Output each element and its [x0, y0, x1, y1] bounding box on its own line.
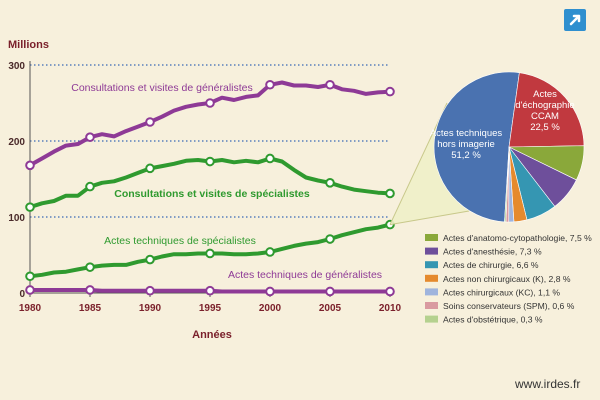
data-point [145, 285, 155, 296]
data-point [145, 117, 155, 127]
pie-inner-label-line: d'échographie [515, 100, 574, 111]
expand-button[interactable] [564, 9, 586, 31]
data-point [385, 86, 395, 97]
legend-label: Actes de chirurgie, 6,6 % [443, 260, 539, 270]
data-point [265, 286, 275, 297]
data-point [205, 156, 215, 167]
y-tick-label: 200 [8, 137, 25, 148]
data-point [145, 254, 155, 265]
legend-label: Actes d'anatomo-cytopathologie, 7,5 % [443, 233, 592, 243]
legend-swatch [425, 274, 438, 282]
legend-swatch [425, 261, 438, 269]
legend-label: Actes d'obstétrique, 0,3 % [443, 315, 543, 325]
data-point [325, 79, 335, 90]
callout-edge [389, 210, 470, 226]
data-point [265, 247, 275, 257]
x-tick-label: 1995 [199, 303, 222, 314]
data-point [265, 79, 275, 90]
data-point [205, 285, 215, 296]
pie-inner-label-line: CCAM [531, 111, 559, 122]
series-label: Consultations et visites de spécialistes [114, 188, 310, 200]
legend-swatch [425, 234, 438, 241]
pie-inner-label-line: 22,5 % [530, 122, 560, 133]
pie-inner-label-line: hors imagerie [437, 139, 495, 150]
series-label: Actes techniques de généralistes [228, 269, 382, 281]
data-point [385, 188, 395, 199]
x-tick-label: 1990 [139, 303, 162, 314]
legend-label: Actes d'anesthésie, 7,3 % [443, 247, 542, 257]
source-url[interactable]: www.irdes.fr [515, 377, 581, 391]
pie-slice [433, 71, 520, 223]
data-point [85, 262, 95, 272]
pie-inner-label: Actes techniques hors imagerie 51,2 % [430, 128, 503, 161]
data-point [85, 181, 95, 192]
x-tick-label: 2000 [259, 303, 282, 314]
series-label: Actes techniques de spécialistes [104, 235, 256, 247]
data-point [85, 285, 95, 295]
pie-inner-label-line: 51,2 % [451, 150, 481, 161]
y-axis-label: Millions [8, 39, 49, 51]
pie-inner-label-line: Actes [533, 89, 557, 100]
legend-swatch [425, 302, 438, 309]
data-point [25, 285, 35, 295]
x-axis-label: Années [192, 329, 232, 341]
y-tick-label: 100 [8, 213, 25, 224]
x-tick-label: 2010 [379, 303, 402, 314]
legend-label: Actes chirurgicaux (KC), 1,1 % [443, 287, 560, 297]
data-point [325, 286, 335, 297]
pie-inner-label-line: Actes techniques [430, 128, 503, 139]
series-label: Consultations et visites de généralistes [71, 82, 253, 94]
legend-swatch [425, 247, 438, 255]
legend-swatch [425, 315, 438, 323]
y-tick-label: 300 [8, 61, 25, 72]
x-tick-label: 1980 [19, 303, 42, 314]
data-point [205, 248, 215, 259]
data-point [205, 98, 215, 108]
pie-slice [508, 72, 585, 148]
data-point [325, 178, 335, 188]
pie-slice [504, 146, 510, 223]
series-line [28, 80, 392, 168]
x-tick-label: 2005 [319, 303, 342, 314]
data-point [85, 132, 95, 142]
data-point [325, 234, 335, 244]
data-point [25, 160, 35, 171]
data-point [145, 163, 155, 174]
expand-icon [569, 14, 581, 26]
y-tick-label: 0 [19, 289, 25, 300]
data-point [385, 286, 395, 297]
legend-label: Actes non chirurgicaux (K), 2,8 % [443, 274, 571, 284]
data-point [265, 153, 275, 164]
x-tick-label: 1985 [79, 303, 102, 314]
pie-inner-label: Actes d'échographie CCAM 22,5 % [515, 89, 574, 133]
legend-swatch [425, 288, 438, 296]
callout-edge [389, 102, 448, 225]
data-point [25, 202, 35, 212]
data-point [25, 271, 35, 282]
legend-label: Soins conservateurs (SPM), 0,6 % [443, 301, 575, 311]
